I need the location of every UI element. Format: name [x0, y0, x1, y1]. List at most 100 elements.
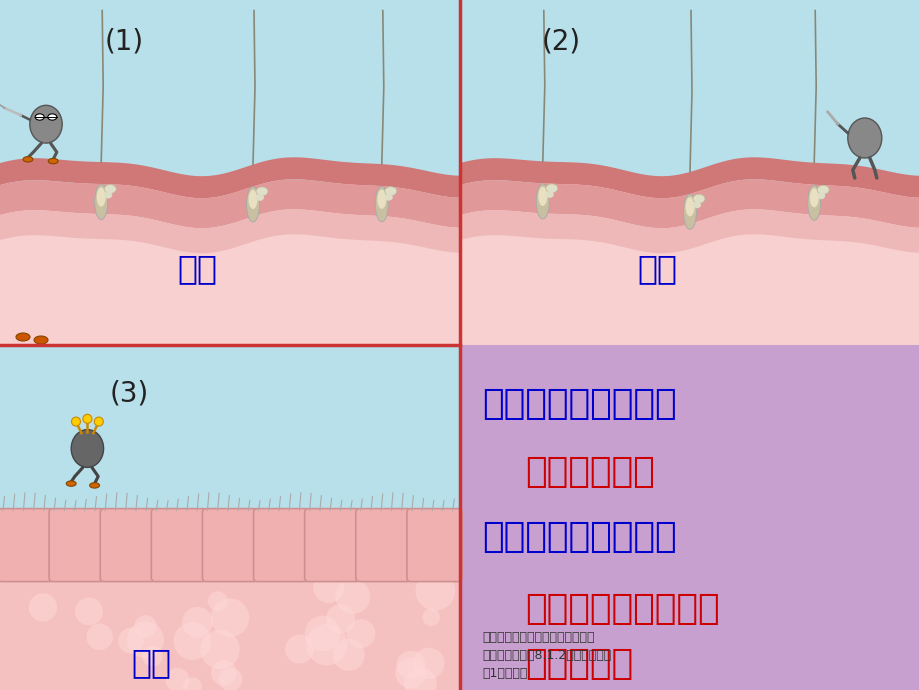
Bar [460, 183, 919, 345]
Ellipse shape [104, 184, 116, 193]
Text: 第一道防线的功能：: 第一道防线的功能： [482, 520, 675, 554]
Ellipse shape [104, 192, 112, 199]
Circle shape [183, 678, 201, 690]
Text: 皮肤和黏膜。: 皮肤和黏膜。 [525, 455, 654, 489]
FancyBboxPatch shape [202, 509, 257, 582]
Ellipse shape [255, 187, 267, 196]
Ellipse shape [377, 190, 386, 209]
Ellipse shape [66, 481, 76, 486]
Circle shape [312, 572, 344, 603]
Circle shape [346, 619, 375, 648]
FancyBboxPatch shape [356, 509, 411, 582]
Circle shape [208, 591, 227, 611]
Bar [0, 183, 460, 345]
Circle shape [285, 635, 313, 664]
Circle shape [28, 593, 57, 622]
Polygon shape [0, 179, 460, 228]
Circle shape [134, 615, 157, 638]
Ellipse shape [384, 194, 392, 201]
FancyBboxPatch shape [254, 509, 309, 582]
Text: 黏膜: 黏膜 [131, 646, 172, 679]
Circle shape [83, 414, 92, 423]
Text: 皮肤: 皮肤 [637, 253, 677, 286]
Ellipse shape [375, 187, 388, 221]
Circle shape [118, 628, 144, 653]
Bar [0, 580, 460, 690]
Ellipse shape [34, 336, 48, 344]
Text: 第一道防线的组成：: 第一道防线的组成： [482, 387, 675, 421]
FancyBboxPatch shape [304, 509, 359, 582]
Circle shape [127, 621, 164, 658]
Circle shape [210, 660, 236, 686]
Ellipse shape [255, 194, 264, 201]
Bar [0, 0, 460, 345]
Ellipse shape [95, 184, 108, 219]
Text: (3): (3) [109, 380, 148, 407]
Circle shape [174, 622, 211, 660]
Polygon shape [460, 157, 919, 198]
Ellipse shape [692, 195, 704, 204]
Circle shape [86, 624, 113, 650]
Circle shape [415, 571, 455, 611]
Circle shape [72, 417, 80, 426]
Circle shape [395, 658, 425, 689]
Text: 阻挡或杀死病原体，: 阻挡或杀死病原体， [525, 592, 719, 626]
Ellipse shape [384, 187, 396, 196]
Circle shape [74, 598, 103, 625]
Ellipse shape [23, 157, 33, 162]
Circle shape [304, 615, 340, 651]
Circle shape [219, 668, 242, 690]
Bar [460, 345, 919, 690]
Ellipse shape [35, 114, 44, 120]
Circle shape [422, 609, 439, 626]
Ellipse shape [29, 106, 62, 143]
Circle shape [182, 607, 212, 638]
Circle shape [335, 579, 370, 614]
Circle shape [95, 417, 103, 426]
Circle shape [325, 604, 355, 633]
Ellipse shape [48, 114, 57, 120]
Circle shape [200, 630, 240, 669]
Ellipse shape [16, 333, 30, 341]
Text: 湖北省北大附中武汉为明实验学校
八年级生物下册8.1.2免疫与计划免
甇1新人教版: 湖北省北大附中武汉为明实验学校 八年级生物下册8.1.2免疫与计划免 甇1新人教… [482, 631, 610, 680]
FancyBboxPatch shape [100, 509, 155, 582]
Polygon shape [0, 157, 460, 198]
FancyBboxPatch shape [151, 509, 206, 582]
Text: (1): (1) [105, 28, 143, 55]
Ellipse shape [816, 193, 824, 199]
Circle shape [333, 639, 364, 671]
Circle shape [396, 651, 425, 680]
Ellipse shape [545, 184, 557, 193]
Ellipse shape [246, 187, 259, 222]
Polygon shape [0, 209, 460, 253]
Circle shape [142, 646, 163, 667]
Ellipse shape [536, 184, 549, 219]
Circle shape [413, 648, 444, 679]
Text: (2): (2) [541, 28, 580, 55]
Ellipse shape [71, 430, 104, 467]
Text: 皮肤: 皮肤 [177, 253, 218, 286]
Ellipse shape [48, 159, 58, 164]
FancyBboxPatch shape [0, 509, 53, 582]
Ellipse shape [538, 187, 547, 206]
Ellipse shape [96, 188, 106, 207]
Ellipse shape [809, 188, 818, 208]
Ellipse shape [807, 186, 820, 220]
FancyBboxPatch shape [49, 509, 104, 582]
Ellipse shape [89, 483, 99, 488]
Bar [460, 0, 919, 345]
Ellipse shape [248, 190, 257, 209]
Ellipse shape [847, 118, 880, 158]
Polygon shape [460, 209, 919, 253]
Ellipse shape [545, 191, 553, 198]
Text: 清扫异物。: 清扫异物。 [525, 647, 632, 681]
Circle shape [165, 668, 189, 690]
Circle shape [403, 668, 437, 690]
FancyBboxPatch shape [406, 509, 461, 582]
Circle shape [306, 624, 347, 665]
Bar [0, 345, 460, 511]
Ellipse shape [685, 197, 694, 217]
Ellipse shape [692, 201, 700, 208]
Circle shape [210, 598, 249, 637]
Ellipse shape [683, 195, 696, 229]
